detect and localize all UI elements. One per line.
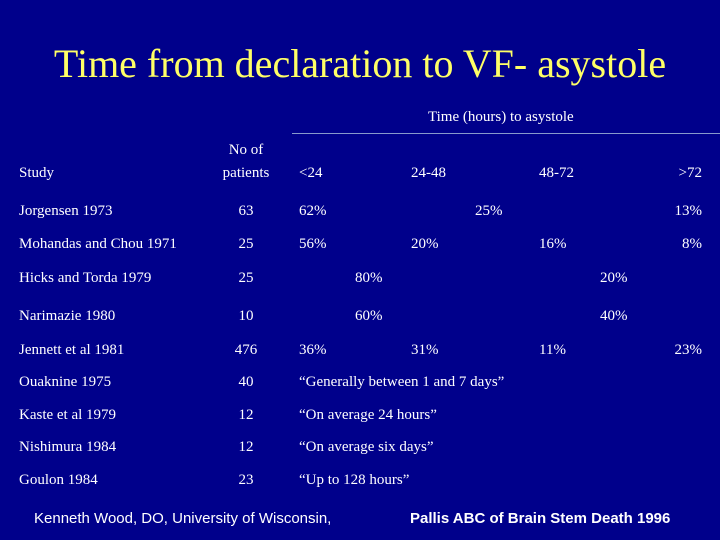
slide-title: Time from declaration to VF- asystole (53, 41, 667, 86)
header-rule (292, 133, 720, 134)
time-group-label: Time (hours) to asystole (428, 109, 574, 125)
row-patients: 12 (238, 439, 254, 455)
row-note: “On average 24 hours” (299, 407, 437, 423)
header-col-24-48: 24-48 (411, 165, 446, 181)
row-note: “Generally between 1 and 7 days” (299, 374, 505, 390)
header-study: Study (19, 165, 55, 181)
row-value: 40% (600, 308, 628, 324)
footer-credit: Kenneth Wood, DO, University of Wisconsi… (34, 510, 332, 527)
footer-source: Pallis ABC of Brain Stem Death 1996 (410, 510, 671, 527)
row-value: 8% (682, 236, 702, 252)
row-value: 11% (539, 342, 566, 358)
row-study: Mohandas and Chou 1971 (19, 236, 177, 252)
row-note: “On average six days” (299, 439, 434, 455)
row-patients: 25 (238, 270, 254, 286)
row-value: 25% (475, 203, 503, 219)
row-study: Nishimura 1984 (19, 439, 117, 455)
row-value: 62% (299, 203, 327, 219)
row-study: Goulon 1984 (19, 472, 98, 488)
header-patients-line2: patients (222, 165, 270, 181)
row-value: 80% (355, 270, 383, 286)
header-col-48-72: 48-72 (539, 165, 574, 181)
row-study: Kaste et al 1979 (19, 407, 117, 423)
row-study: Jorgensen 1973 (19, 203, 113, 219)
row-value: 60% (355, 308, 383, 324)
row-patients: 23 (238, 472, 254, 488)
row-value: 13% (674, 203, 703, 219)
row-patients: 12 (238, 407, 254, 423)
header-patients-line1: No of (228, 142, 264, 158)
row-patients: 10 (238, 308, 254, 324)
row-patients: 476 (234, 342, 258, 358)
header-col-lt24: <24 (299, 165, 323, 181)
row-value: 23% (674, 342, 703, 358)
row-study: Jennett et al 1981 (19, 342, 125, 358)
header-col-gt72: >72 (678, 165, 702, 181)
row-patients: 25 (238, 236, 254, 252)
row-value: 20% (411, 236, 439, 252)
row-value: 20% (600, 270, 628, 286)
row-study: Ouaknine 1975 (19, 374, 112, 390)
row-study: Narimazie 1980 (19, 308, 116, 324)
row-value: 31% (411, 342, 439, 358)
row-value: 36% (299, 342, 327, 358)
row-study: Hicks and Torda 1979 (19, 270, 152, 286)
row-note: “Up to 128 hours” (299, 472, 410, 488)
row-value: 56% (299, 236, 327, 252)
row-patients: 63 (238, 203, 254, 219)
row-patients: 40 (238, 374, 254, 390)
row-value: 16% (539, 236, 567, 252)
